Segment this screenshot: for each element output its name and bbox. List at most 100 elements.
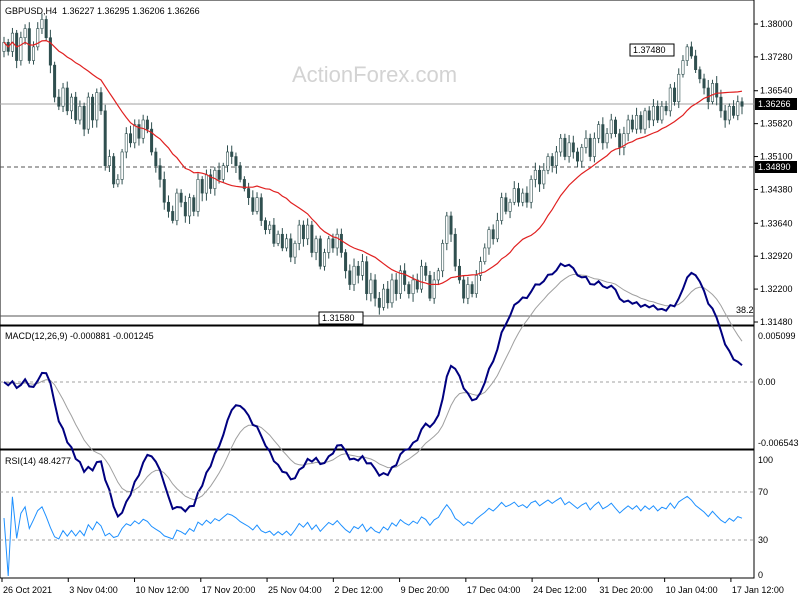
candle-body (495, 220, 499, 240)
candle-body (120, 151, 124, 180)
candle-body (479, 261, 483, 276)
candle-body (323, 252, 327, 267)
candle-body (268, 224, 272, 230)
candle-body (348, 270, 352, 285)
candle-body (226, 151, 230, 166)
candle-body (188, 197, 192, 217)
candle-body (373, 279, 377, 299)
candle-body (133, 124, 137, 144)
candle-body (580, 147, 584, 162)
candle-body (99, 92, 103, 112)
time-tick-label: 3 Nov 04:00 (69, 585, 118, 595)
candle-body (487, 229, 491, 249)
candle-body (538, 169, 542, 185)
candle-body (563, 137, 567, 157)
candle-body (504, 197, 508, 212)
candle-body (508, 201, 512, 212)
candle-body (647, 110, 651, 121)
candle-body (377, 297, 381, 308)
candle-body (183, 201, 187, 217)
price-tick-label: 1.37280 (760, 52, 793, 62)
candle-body (394, 279, 398, 294)
candle-body (382, 288, 386, 308)
candle-body (61, 87, 65, 107)
candle-body (660, 105, 664, 121)
candle-body (609, 119, 613, 134)
candle-body (681, 60, 685, 75)
candle-body (407, 284, 411, 294)
candle-body (449, 215, 453, 235)
candle-body (403, 270, 407, 285)
candle-body (209, 174, 213, 189)
candle-body (673, 87, 677, 102)
candle-body (630, 119, 634, 130)
candle-body (335, 233, 339, 249)
candle-body (521, 192, 525, 203)
candle-body (542, 169, 546, 185)
time-tick-label: 2 Dec 12:00 (334, 585, 383, 595)
rsi-title: RSI(14) 48.4277 (5, 456, 71, 466)
candle-body (124, 133, 128, 153)
candle-body (352, 265, 356, 285)
candle-body (230, 151, 234, 157)
time-tick-label: 10 Jan 04:00 (666, 585, 718, 595)
candle-body (584, 137, 588, 148)
candle-body (107, 156, 111, 166)
rsi-tick-30: 30 (758, 535, 768, 545)
rsi-panel-border (0, 449, 755, 579)
time-tick-label: 17 Nov 20:00 (202, 585, 256, 595)
candle-body (242, 179, 246, 189)
macd-tick-top: 0.005099 (758, 331, 796, 341)
low-annotation-label: 1.31580 (322, 313, 355, 323)
candle-body (297, 224, 301, 244)
macd-tick-bottom: -0.006543 (758, 438, 799, 448)
candle-body (419, 265, 423, 290)
candle-body (145, 119, 149, 130)
candle-body (285, 238, 289, 249)
candle-body (483, 247, 487, 262)
price-axis: 1.38000 1.37280 1.36540 1.35820 1.35100 1.343… (754, 19, 793, 327)
candle-body (238, 165, 242, 180)
support-level-tag: 1.34890 (755, 161, 797, 173)
candle-body (175, 192, 179, 221)
candle-body (512, 188, 516, 203)
candle-body (234, 156, 238, 166)
macd-panel-border (0, 325, 755, 450)
price-tick-label: 1.33640 (760, 218, 793, 228)
candle-body (82, 105, 86, 130)
price-tick-label: 1.36540 (760, 86, 793, 96)
candle-body (360, 261, 364, 276)
candle-body (23, 28, 27, 39)
time-axis: 26 Oct 2021 3 Nov 04:00 10 Nov 12:00 17 Nov… (1, 578, 784, 595)
macd-line (3, 262, 743, 519)
candle-body (32, 46, 36, 61)
candle-body (280, 233, 284, 249)
candle-body (613, 119, 617, 134)
candle-body (217, 169, 221, 180)
candle-body (53, 64, 57, 98)
candle-body (162, 179, 166, 203)
candle-body (255, 197, 259, 212)
candle-body (179, 192, 183, 203)
watermark: ActionForex.com (292, 62, 457, 87)
candle-body (78, 105, 82, 121)
candle-body (263, 220, 267, 230)
candle-body (605, 133, 609, 144)
current-price-tag: 1.36266 (755, 98, 797, 110)
candle-body (36, 28, 40, 48)
candle-body (656, 105, 660, 121)
price-tick-label: 1.34380 (760, 184, 793, 194)
time-tick-label: 31 Dec 20:00 (599, 585, 653, 595)
candle-body (356, 265, 360, 276)
candle-body (441, 243, 445, 272)
candle-body (310, 224, 314, 253)
candle-body (635, 115, 639, 130)
ohlc-values: 1.36227 1.36295 1.36206 1.36266 (62, 6, 200, 16)
candle-body (171, 211, 175, 221)
candle-body (546, 156, 550, 171)
candle-body (2, 41, 6, 52)
candle-body (65, 87, 69, 112)
candle-body (550, 156, 554, 166)
support-level-value: 1.34890 (758, 162, 791, 172)
